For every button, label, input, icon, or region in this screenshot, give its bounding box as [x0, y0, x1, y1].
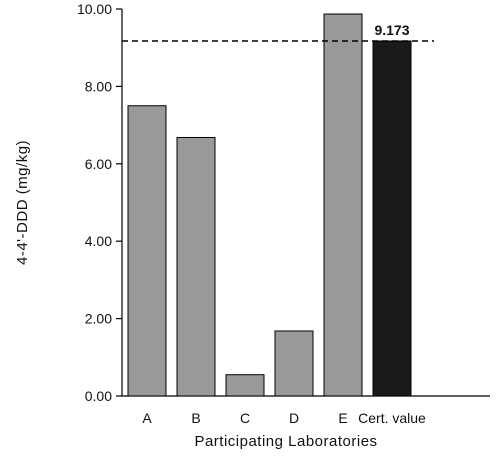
bar-c	[225, 374, 265, 397]
x-ticks: A B C D E Cert. value	[142, 410, 426, 426]
y-tick-label: 4.00	[85, 233, 112, 249]
bars	[127, 13, 412, 397]
x-tick-label: D	[289, 410, 299, 426]
bar-e	[323, 13, 363, 397]
y-tick-label: 8.00	[85, 78, 112, 94]
y-tick-label: 6.00	[85, 156, 112, 172]
y-tick-label: 2.00	[85, 311, 112, 327]
y-ticks: 0.00 2.00 4.00 6.00 8.00 10.00	[77, 1, 122, 404]
bar-a	[127, 105, 167, 397]
x-tick-label: B	[191, 410, 200, 426]
bar-cert-value	[372, 40, 412, 397]
x-tick-label: Cert. value	[358, 410, 426, 426]
y-tick-label: 0.00	[85, 388, 112, 404]
y-tick-label: 10.00	[77, 1, 112, 17]
y-axis-title: 4-4'-DDD (mg/kg)	[14, 140, 31, 265]
cert-value-annotation: 9.173	[374, 22, 409, 38]
bar-d	[274, 330, 314, 397]
x-tick-label: C	[240, 410, 250, 426]
x-tick-label: E	[338, 410, 347, 426]
x-tick-label: A	[142, 410, 152, 426]
bar-b	[176, 136, 216, 397]
x-axis-title: Participating Laboratories	[194, 433, 377, 450]
